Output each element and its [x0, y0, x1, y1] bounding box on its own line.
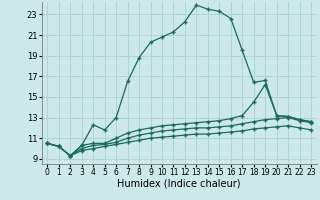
X-axis label: Humidex (Indice chaleur): Humidex (Indice chaleur) — [117, 179, 241, 189]
